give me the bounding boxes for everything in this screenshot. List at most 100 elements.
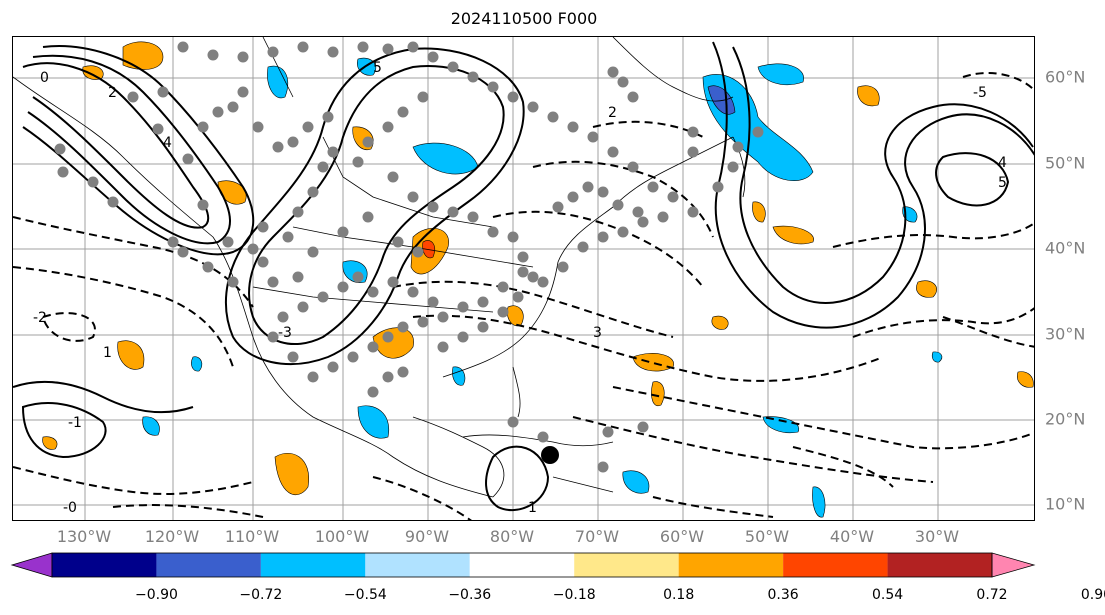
station-dot — [307, 246, 319, 258]
station-dot — [267, 331, 279, 343]
station-dot — [197, 199, 209, 211]
station-dot — [247, 243, 259, 255]
station-dot — [382, 331, 394, 343]
station-dot — [597, 186, 609, 198]
station-dot — [427, 201, 439, 213]
colorbar-tick-label: −0.36 — [448, 587, 492, 603]
contour-label: 5 — [373, 60, 382, 76]
station-dot — [537, 431, 549, 443]
colorbar-segment — [887, 553, 992, 577]
station-dot — [317, 291, 329, 303]
station-dot — [347, 351, 359, 363]
colorbar-tick-label: −0.72 — [239, 587, 283, 603]
station-dot — [467, 211, 479, 223]
station-dot — [637, 421, 649, 433]
station-dot — [382, 121, 394, 133]
station-dot — [517, 266, 529, 278]
station-dot — [627, 161, 639, 173]
station-dot — [202, 261, 214, 273]
station-dot — [257, 221, 269, 233]
colorbar-tick-label: 0.36 — [767, 587, 799, 603]
station-dot — [157, 86, 169, 98]
station-dot — [297, 41, 309, 53]
station-dot — [392, 236, 404, 248]
lon-label-130w: 130°W — [56, 527, 112, 546]
station-dot — [352, 156, 364, 168]
key-location-marker — [541, 446, 559, 464]
station-dot — [337, 281, 349, 293]
station-dot — [617, 226, 629, 238]
station-dot — [367, 286, 379, 298]
station-dot — [457, 301, 469, 313]
station-dot — [57, 166, 69, 178]
station-dot — [207, 49, 219, 61]
station-dot — [327, 146, 339, 158]
contour-label: 3 — [593, 325, 602, 341]
station-dot — [307, 186, 319, 198]
station-dot — [647, 181, 659, 193]
station-dot — [322, 111, 334, 123]
colorbar-tick-label: 0.54 — [871, 587, 904, 603]
station-dot — [732, 141, 744, 153]
station-dot — [292, 206, 304, 218]
contour-label: -0 — [63, 500, 77, 516]
contour-label: 1 — [103, 345, 112, 361]
station-dot — [152, 123, 164, 135]
station-dot — [327, 46, 339, 58]
contours-dashed — [13, 71, 1034, 520]
station-dot — [397, 106, 409, 118]
station-dot — [407, 191, 419, 203]
contours-solid — [13, 41, 1034, 512]
contour-label: -2 — [33, 310, 47, 326]
station-dot — [527, 271, 539, 283]
station-dot — [397, 321, 409, 333]
station-dot — [437, 311, 449, 323]
station-dot — [447, 61, 459, 73]
station-dot — [212, 106, 224, 118]
station-dot — [87, 176, 99, 188]
station-dot — [317, 161, 329, 173]
station-dot — [437, 341, 449, 353]
station-dot — [382, 371, 394, 383]
station-dot — [167, 236, 179, 248]
station-dot — [517, 251, 529, 263]
station-dot — [487, 226, 499, 238]
colorbar-segment — [260, 553, 366, 577]
station-dot — [177, 246, 189, 258]
station-dot — [487, 81, 499, 93]
station-dot — [367, 386, 379, 398]
station-dot — [507, 231, 519, 243]
station-dot — [632, 206, 644, 218]
lon-label-40w: 40°W — [829, 527, 875, 546]
station-dot — [467, 71, 479, 83]
station-dot — [667, 191, 679, 203]
lat-label-10n: 10°N — [1045, 494, 1086, 514]
lon-label-90w: 90°W — [404, 527, 450, 546]
lon-label-60w: 60°W — [659, 527, 705, 546]
station-dot — [287, 351, 299, 363]
colorbar-segment — [469, 553, 575, 577]
colorbar-segment — [156, 553, 261, 577]
station-dot — [612, 199, 624, 211]
station-dot — [607, 146, 619, 158]
colorbar-tick-label: −0.54 — [343, 587, 387, 603]
shaded-positive-areas — [42, 41, 1034, 496]
lon-label-50w: 50°W — [744, 527, 790, 546]
contour-label: -5 — [973, 85, 987, 101]
station-dot — [327, 361, 339, 373]
contour-label: 2 — [608, 105, 617, 121]
contour-label: 1 — [528, 500, 537, 516]
contour-label: -1 — [68, 415, 82, 431]
station-dot — [712, 181, 724, 193]
station-dot — [417, 91, 429, 103]
contour-label: -3 — [278, 325, 292, 341]
station-dot — [427, 296, 439, 308]
station-dot — [302, 121, 314, 133]
lon-label-70w: 70°W — [574, 527, 620, 546]
station-dot — [552, 201, 564, 213]
lon-label-120w: 120°W — [144, 527, 200, 546]
lat-label-60n: 60°N — [1045, 67, 1086, 87]
colorbar-segment — [52, 553, 157, 577]
station-dot — [557, 261, 569, 273]
coastlines — [13, 37, 746, 498]
